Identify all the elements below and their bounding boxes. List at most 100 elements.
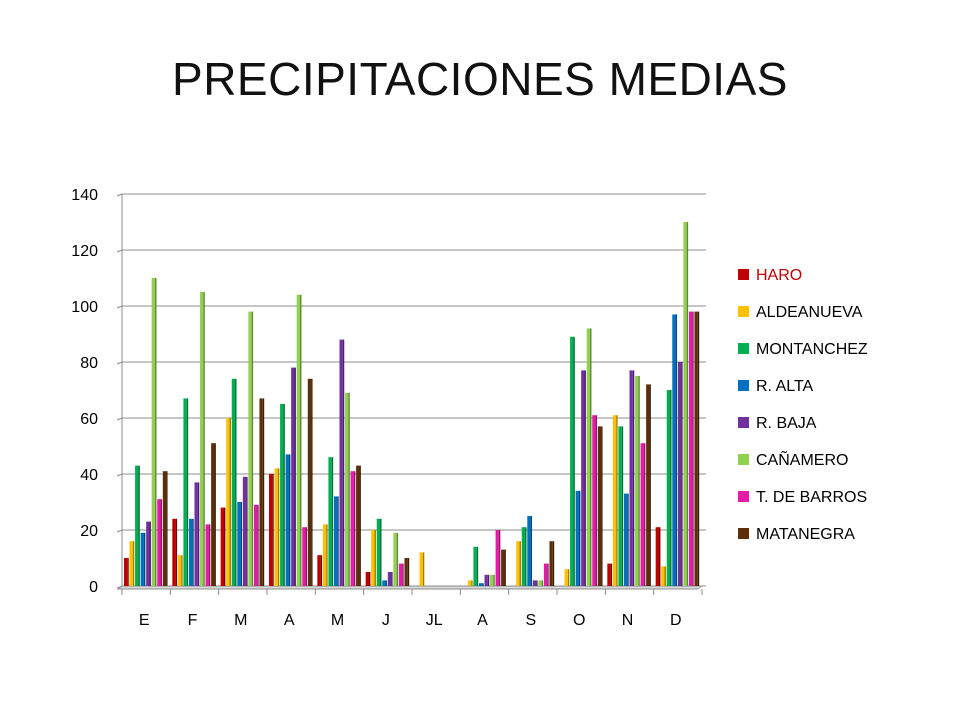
y-tick-label: 140 [71,187,98,204]
bar [302,527,307,586]
bar-side [294,367,296,586]
bar-face [467,580,472,586]
bar [274,468,280,586]
bar [490,574,495,586]
bar-face [157,499,161,586]
bar [688,311,694,586]
bar [398,563,404,586]
bar-face [280,404,284,586]
bar-side [326,524,328,586]
bar-face [521,527,526,586]
legend-label: CAÑAMERO [756,449,848,469]
x-tick-label: E [139,612,150,629]
gridline-depth [116,249,123,253]
bar [350,471,356,586]
bar [623,493,629,586]
bar-side [675,314,678,586]
bar-face [618,426,622,586]
bar-face [211,443,215,586]
bar-side [616,415,618,586]
bar [365,572,371,586]
bar [188,518,194,586]
bar [322,524,328,586]
bar-face [581,370,585,586]
bar-side [670,390,672,586]
bar-face [124,558,128,586]
bar [242,476,248,586]
bar [382,580,388,586]
bar-face [205,524,209,586]
bar [538,580,544,586]
x-tick-label: F [188,612,198,629]
bar [661,566,666,586]
gridline-depth [116,417,123,421]
bar [157,499,162,586]
bar [124,558,129,586]
bar-side [621,426,624,586]
bar-side [272,474,274,586]
bar-face [365,572,369,586]
bar [527,516,533,586]
bar-face [564,569,568,586]
bar-side [149,521,151,586]
bar-side [374,530,376,586]
bar [467,580,473,586]
bar-side [277,468,280,586]
bar-side [664,566,666,586]
bar-face [570,336,574,586]
bar-side [359,465,361,586]
bar-face [172,518,176,586]
bar-side [584,370,586,586]
bar-face [269,474,273,586]
bar-side [203,292,205,586]
bar-face [623,493,628,586]
bar-side [601,426,603,586]
bar [371,530,376,586]
bar-face [527,516,531,586]
bar [177,555,183,586]
bar-side [638,376,640,586]
bar-face [382,580,386,586]
legend-swatch [738,380,749,391]
bar-side [132,541,135,586]
bar-face [393,532,397,586]
x-tick-label: J [382,612,390,629]
bar-face [586,328,591,586]
x-tick-label: JL [426,612,443,629]
bar-side [262,398,265,586]
plot-area [122,194,702,586]
bar-face [291,367,295,586]
bar-face [371,530,375,586]
bar [672,314,678,586]
bar [484,574,490,586]
bar-face [162,471,167,586]
bar-side [311,378,313,586]
bar-face [231,378,236,586]
bar-side [208,524,211,586]
bar-side [380,518,382,586]
bar-face [495,530,499,586]
legend-label: R. ALTA [756,378,814,395]
bar-face [345,392,349,586]
bar [570,336,575,586]
bar-face [478,583,483,586]
bar-face [188,518,193,586]
gridline-depth [116,529,123,533]
bar-side [573,336,575,586]
bar-side [504,549,506,586]
bar-side [300,294,302,586]
bar-face [356,465,360,586]
bar-side [175,518,178,586]
gridline-depth [116,305,123,309]
bar-face [607,563,611,586]
bar-side [353,471,356,586]
bar-face [683,222,687,586]
bar [291,367,296,586]
bar-face [655,527,659,586]
bar [135,465,140,586]
legend-label: ALDEANUEVA [756,304,863,321]
x-tick-label: M [331,612,344,629]
bar [516,541,521,586]
bar [220,507,226,586]
bar [575,490,581,586]
